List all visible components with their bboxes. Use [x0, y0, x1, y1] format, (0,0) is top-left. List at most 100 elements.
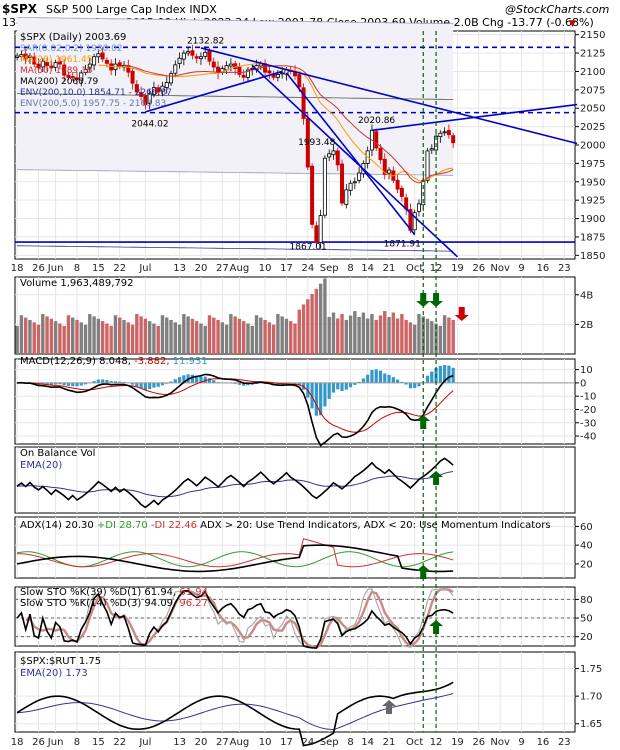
macd-title-hist: 11.931	[173, 356, 208, 367]
volume-bar	[233, 316, 237, 354]
macd-histogram-bar	[203, 376, 207, 383]
candle-body	[429, 148, 434, 151]
sto-title-2-main: Slow STO %K(14) %D(3) 94.09,	[20, 598, 179, 609]
volume-bar	[212, 317, 216, 354]
x-tick-label: 17	[280, 263, 293, 274]
candle-body	[237, 66, 242, 75]
sto-d-line	[25, 587, 454, 649]
x-tick-label: Sep	[320, 263, 339, 274]
volume-bar	[147, 321, 152, 354]
candle-body	[301, 87, 306, 119]
candle-body	[207, 50, 212, 62]
obv-line	[16, 457, 454, 509]
macd-histogram-bar	[152, 382, 156, 388]
candle-body	[344, 189, 349, 205]
x-tick-label: 24	[301, 263, 314, 274]
y-tick-label: 1.70	[580, 692, 602, 703]
macd-histogram-bar	[156, 382, 160, 387]
sto-panel: 80 50 20	[14, 586, 593, 649]
candle-body	[23, 53, 28, 60]
x-tick-label: Aug	[230, 263, 250, 274]
candle-body	[297, 74, 302, 88]
adx-arrow-up	[416, 565, 431, 579]
x-tick-label: 14	[361, 737, 374, 748]
candle-body	[378, 147, 383, 161]
macd-histogram-bar	[182, 375, 186, 383]
candle-body	[305, 118, 310, 168]
header-exchange: INDX	[189, 3, 217, 16]
trend-line-0	[200, 47, 578, 145]
volume-bar	[344, 319, 348, 354]
volume-bar	[263, 319, 267, 354]
macd-histogram-bar	[425, 375, 430, 383]
x-tick-label: 20	[195, 263, 208, 274]
candle-body	[224, 65, 229, 71]
macd-histogram-bar	[212, 380, 216, 383]
y-tick-label: 0	[580, 378, 586, 389]
volume-bar	[314, 288, 319, 354]
adx-title-pdi: +DI 28.70	[97, 520, 151, 531]
volume-bar	[28, 319, 32, 354]
x-tick-label: Nov	[490, 737, 510, 748]
macd-histogram-bar	[417, 382, 421, 387]
candle-body	[340, 163, 345, 204]
volume-bar	[100, 321, 105, 354]
volume-bar	[45, 316, 49, 354]
x-tick-label: 23	[558, 737, 571, 748]
x-tick-label: Aug	[230, 737, 250, 748]
volume-bar	[391, 312, 396, 354]
candle-body	[190, 50, 195, 56]
price-annotation: 1871.91	[384, 239, 421, 249]
macd-histogram-bar	[374, 369, 378, 383]
macd-histogram-bar	[451, 367, 455, 383]
candle-body	[318, 215, 323, 243]
macd-histogram-bar	[92, 381, 96, 383]
macd-histogram-bar	[276, 382, 280, 385]
macd-histogram-bar	[357, 381, 361, 383]
sto-arrow-up	[429, 620, 444, 634]
x-tick-label: 27	[216, 737, 229, 748]
panel-frame	[14, 358, 576, 445]
candle-body	[96, 53, 101, 58]
macd-histogram-bar	[323, 382, 327, 407]
volume-bar	[186, 316, 190, 354]
volume-bar	[199, 323, 203, 354]
candle-body	[399, 187, 404, 197]
volume-bar	[207, 315, 212, 354]
candle-body	[331, 150, 336, 156]
volume-bar	[348, 315, 353, 354]
macd-title-main: MACD(12,26,9) 8.048,	[20, 356, 134, 367]
x-tick-label: 10	[259, 737, 272, 748]
x-tick-label: Oct	[406, 737, 423, 748]
candle-body	[327, 153, 332, 158]
macd-histogram-bar	[408, 382, 413, 389]
x-tick-label: 9	[518, 737, 524, 748]
y-tick-label: 50	[580, 614, 593, 625]
volume-bar	[271, 324, 276, 354]
macd-histogram-bar	[135, 382, 139, 387]
macd-histogram-bar	[160, 382, 165, 386]
volume-bar	[306, 299, 310, 354]
candle-body	[147, 93, 152, 104]
macd-histogram-bar	[310, 382, 314, 409]
volume-bar	[370, 314, 374, 354]
candle-body	[70, 76, 75, 78]
env-lower-line	[17, 169, 454, 176]
ma50-line	[123, 64, 454, 184]
candle-body	[314, 225, 319, 243]
x-tick-label: 13	[173, 263, 186, 274]
y-tick-label: 1.65	[580, 719, 602, 730]
candle-body	[228, 63, 233, 67]
obv-ema-line	[17, 471, 454, 498]
macd-histogram-bar	[443, 365, 447, 383]
signal-arrows	[382, 293, 469, 714]
candle-body	[245, 69, 250, 78]
volume-bar	[190, 318, 195, 354]
candle-body	[233, 63, 238, 69]
volume-bar	[49, 318, 54, 354]
candle-body	[134, 84, 139, 93]
macd-histogram-bar	[54, 382, 58, 385]
macd-histogram-bar	[75, 382, 79, 387]
x-tick-label: 8	[74, 263, 80, 274]
volume-bar	[425, 318, 430, 354]
